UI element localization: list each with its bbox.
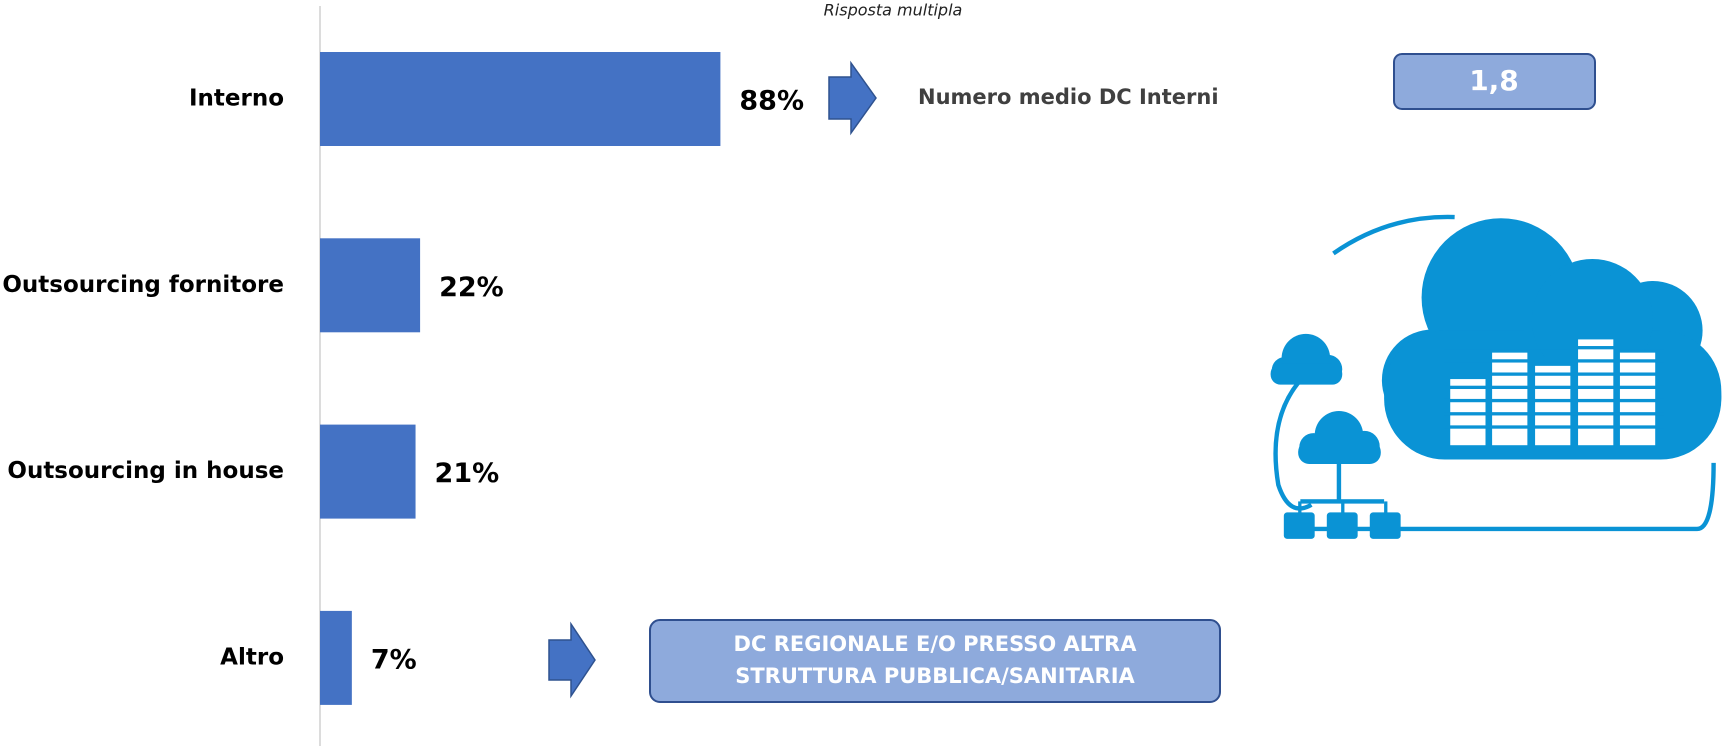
cloud-icon (1270, 214, 1722, 539)
arrow (548, 621, 596, 699)
value-label: 22% (439, 272, 504, 303)
arrow (828, 60, 877, 136)
category-label: Interno (189, 86, 284, 112)
note-line: DC REGIONALE E/O PRESSO ALTRA (734, 632, 1138, 656)
bar (320, 610, 352, 705)
annotation-value: 1,8 (1469, 64, 1519, 97)
value-label: 21% (435, 458, 500, 489)
bar (320, 52, 721, 146)
value-label: 88% (739, 86, 804, 117)
value-box (1393, 53, 1596, 110)
value-label: 7% (371, 644, 417, 675)
category-label: Outsourcing fornitore (2, 272, 284, 298)
bar (320, 238, 421, 333)
category-label: Outsourcing in house (7, 458, 284, 484)
subtitle: Risposta multipla (824, 1, 963, 20)
category-label: Altro (220, 644, 284, 670)
bar (320, 424, 416, 519)
annotation-label: Numero medio DC Interni (918, 85, 1219, 109)
note-box (649, 619, 1221, 703)
note-line: STRUTTURA PUBBLICA/SANITARIA (735, 664, 1135, 688)
